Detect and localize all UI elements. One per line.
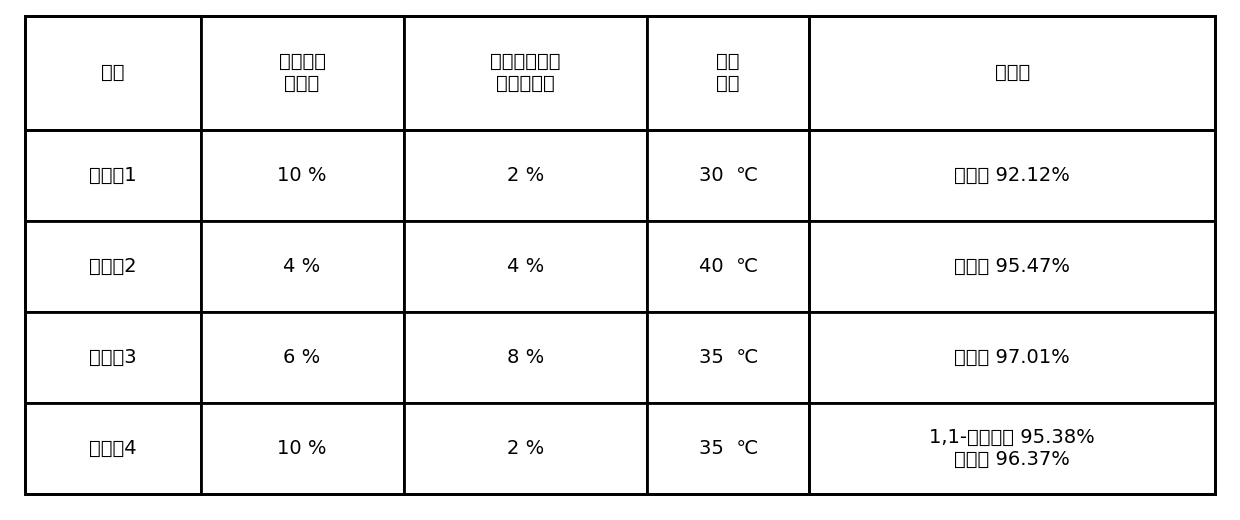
Bar xyxy=(25,16,201,130)
Text: 实施例3: 实施例3 xyxy=(89,348,136,367)
Bar xyxy=(810,221,1215,312)
Text: 40  ℃: 40 ℃ xyxy=(698,257,758,276)
Text: 35  ℃: 35 ℃ xyxy=(698,348,758,367)
Bar xyxy=(25,130,201,221)
Text: 6 %: 6 % xyxy=(284,348,321,367)
Bar xyxy=(25,403,201,494)
Text: 实施例2: 实施例2 xyxy=(89,257,136,276)
Text: 修复药剂中氢
氧化钠占比: 修复药剂中氢 氧化钠占比 xyxy=(490,53,560,93)
Bar xyxy=(403,221,647,312)
Text: 降解率: 降解率 xyxy=(994,63,1030,82)
Text: 六六六 92.12%: 六六六 92.12% xyxy=(955,166,1070,185)
Bar xyxy=(201,403,403,494)
Text: 项目: 项目 xyxy=(100,63,124,82)
Bar xyxy=(810,403,1215,494)
Bar xyxy=(25,221,201,312)
Text: 4 %: 4 % xyxy=(284,257,321,276)
Bar xyxy=(201,130,403,221)
Text: 10 %: 10 % xyxy=(278,166,327,185)
Bar xyxy=(647,16,810,130)
Bar xyxy=(810,130,1215,221)
Text: 30  ℃: 30 ℃ xyxy=(698,166,758,185)
Text: 加热
温度: 加热 温度 xyxy=(717,53,740,93)
Text: 2 %: 2 % xyxy=(507,439,544,458)
Bar xyxy=(647,130,810,221)
Text: 4 %: 4 % xyxy=(507,257,544,276)
Bar xyxy=(647,403,810,494)
Bar xyxy=(25,312,201,403)
Text: 实施例1: 实施例1 xyxy=(89,166,136,185)
Text: 8 %: 8 % xyxy=(507,348,544,367)
Text: 实施例4: 实施例4 xyxy=(89,439,136,458)
Bar xyxy=(403,130,647,221)
Text: 六六六 97.01%: 六六六 97.01% xyxy=(955,348,1070,367)
Text: 修复药剂
施加量: 修复药剂 施加量 xyxy=(279,53,326,93)
Bar xyxy=(810,312,1215,403)
Bar xyxy=(647,221,810,312)
Text: 35  ℃: 35 ℃ xyxy=(698,439,758,458)
Text: 1,1-二氯乙烷 95.38%
氯乙烯 96.37%: 1,1-二氯乙烷 95.38% 氯乙烯 96.37% xyxy=(930,428,1095,469)
Bar xyxy=(647,312,810,403)
Text: 六六六 95.47%: 六六六 95.47% xyxy=(955,257,1070,276)
Text: 2 %: 2 % xyxy=(507,166,544,185)
Bar xyxy=(201,312,403,403)
Bar xyxy=(403,312,647,403)
Bar xyxy=(201,16,403,130)
Text: 10 %: 10 % xyxy=(278,439,327,458)
Bar xyxy=(403,403,647,494)
Bar xyxy=(403,16,647,130)
Bar xyxy=(810,16,1215,130)
Bar xyxy=(201,221,403,312)
